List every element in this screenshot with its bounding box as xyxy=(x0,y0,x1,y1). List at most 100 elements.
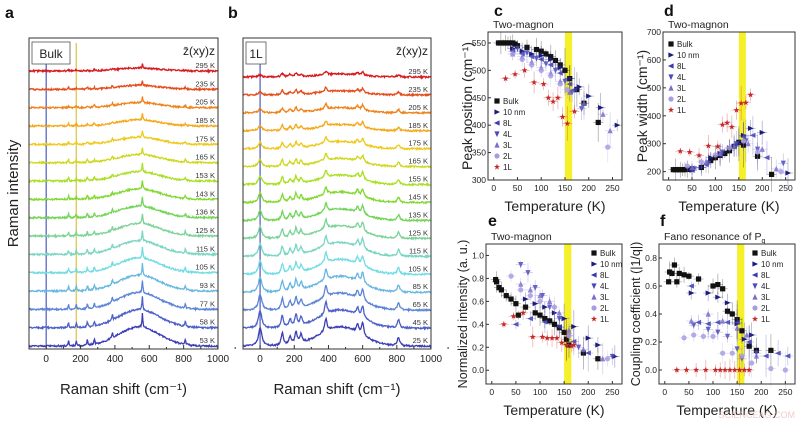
data-point xyxy=(684,163,690,169)
legend-marker xyxy=(751,272,758,278)
data-point xyxy=(518,281,524,287)
legend-label: Bulk xyxy=(761,249,778,258)
data-point xyxy=(759,129,766,136)
data-point xyxy=(739,353,745,359)
y-tick-label: 0.6 xyxy=(645,281,657,291)
data-point xyxy=(717,150,723,157)
spectrum-trace xyxy=(243,201,431,223)
data-point xyxy=(533,46,540,53)
legend-label: 2L xyxy=(600,304,609,313)
data-point xyxy=(722,150,728,157)
spectrum-trace xyxy=(243,101,431,116)
data-point xyxy=(556,315,562,322)
data-point xyxy=(510,51,516,57)
spectra xyxy=(29,43,218,349)
data-point xyxy=(585,350,591,356)
legend-marker xyxy=(668,52,675,58)
data-point xyxy=(585,335,592,341)
data-point xyxy=(541,319,548,325)
y-tick-label: 0.2 xyxy=(645,337,657,347)
data-point xyxy=(508,296,514,302)
x-tick-label: 0 xyxy=(662,387,667,397)
legend-marker xyxy=(494,163,500,170)
data-point xyxy=(527,315,533,322)
data-point xyxy=(724,300,731,306)
data-point xyxy=(782,367,788,373)
panel-title-subscript: g xyxy=(761,238,765,245)
legend-marker xyxy=(668,96,674,102)
data-point xyxy=(532,310,538,316)
data-point xyxy=(705,326,711,333)
data-point xyxy=(734,319,740,325)
transition-band xyxy=(738,32,746,180)
data-point xyxy=(513,301,519,307)
data-point xyxy=(705,321,711,327)
data-point xyxy=(548,54,554,60)
data-point xyxy=(531,79,538,85)
x-tick-label: 200 xyxy=(581,387,595,397)
data-point xyxy=(556,324,562,330)
trace-label: 143 K xyxy=(195,189,215,198)
data-point xyxy=(733,107,740,113)
data-point xyxy=(775,350,781,356)
spectrum-trace xyxy=(29,263,218,294)
y-axis-label: Coupling coefficient (|1/q|) xyxy=(629,242,643,387)
panel-title: Two-magnon xyxy=(668,19,729,31)
legend-marker xyxy=(494,153,500,159)
data-point xyxy=(729,350,735,356)
spectrum-trace xyxy=(29,196,218,221)
legend-marker xyxy=(591,250,597,256)
data-point xyxy=(600,111,606,117)
spectrum-trace xyxy=(29,80,218,92)
legend-marker xyxy=(493,120,500,126)
x-tick-label: 200 xyxy=(286,354,303,365)
data-point xyxy=(712,152,719,158)
x-tick-label: 800 xyxy=(175,354,192,365)
data-point xyxy=(754,149,761,155)
series-1L xyxy=(675,85,756,163)
data-point xyxy=(539,293,546,299)
panel-title: Two-magnon xyxy=(493,19,554,31)
trace-label: 65 K xyxy=(413,300,428,309)
series-8L xyxy=(510,310,594,372)
plot-frame xyxy=(662,31,796,181)
data-point xyxy=(683,366,690,373)
data-point xyxy=(714,319,721,325)
data-point xyxy=(753,347,760,353)
spectrum-trace xyxy=(243,316,431,349)
trace-label: 105 K xyxy=(408,264,428,273)
x-axis-label: Temperature (K) xyxy=(504,198,605,214)
data-point xyxy=(553,334,560,341)
x-tick-label: 100 xyxy=(534,183,548,193)
y-tick-label: 0.8 xyxy=(645,253,657,263)
panel-letter: b xyxy=(228,5,238,22)
series-2L xyxy=(506,270,613,367)
trace-label: 145 K xyxy=(408,193,428,202)
data-point xyxy=(689,164,695,171)
x-tick-label: 0 xyxy=(489,387,494,397)
data-point xyxy=(715,329,721,336)
data-point xyxy=(563,336,570,342)
data-point xyxy=(726,366,733,373)
spectrum-trace xyxy=(243,135,431,151)
legend: Bulk 10 nm 8L 4L 3L 2L 1L xyxy=(590,249,623,324)
x-tick-label: 600 xyxy=(141,354,158,365)
data-point xyxy=(676,270,682,276)
data-point xyxy=(759,146,765,152)
data-point xyxy=(773,165,779,172)
spectrum-trace xyxy=(243,250,431,277)
x-tick-label: 600 xyxy=(354,354,371,365)
trace-label: 85 K xyxy=(413,282,428,291)
data-point xyxy=(609,353,615,360)
series-8L xyxy=(507,44,580,113)
data-point xyxy=(684,166,690,172)
legend-label: 4L xyxy=(503,130,512,139)
data-point xyxy=(527,293,533,299)
legend-label: 1L xyxy=(761,315,770,324)
data-point xyxy=(734,317,740,323)
legend-label: 1L xyxy=(600,315,609,324)
data-point xyxy=(686,273,692,279)
data-point xyxy=(724,119,731,126)
data-point xyxy=(746,339,752,345)
